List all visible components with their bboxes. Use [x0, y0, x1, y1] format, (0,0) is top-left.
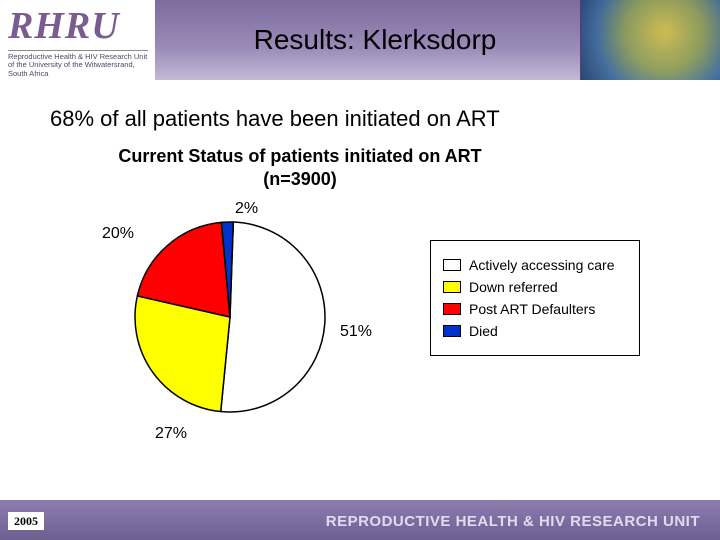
legend-label-0: Actively accessing care [469, 257, 615, 273]
chart-title-line2: (n=3900) [263, 169, 337, 189]
pie-wrap [130, 217, 330, 417]
legend-row-2: Post ART Defaulters [443, 301, 627, 317]
banner-map-art [580, 0, 720, 80]
slice-label-2: 20% [102, 225, 134, 243]
legend-swatch-0 [443, 259, 461, 271]
title-wrap: Results: Klerksdorp [160, 0, 590, 80]
legend-label-2: Post ART Defaulters [469, 301, 595, 317]
footer-org-name: REPRODUCTIVE HEALTH & HIV RESEARCH UNIT [326, 513, 700, 530]
logo-divider [8, 50, 148, 51]
slice-label-0: 51% [340, 323, 372, 341]
footer: 2005 REPRODUCTIVE HEALTH & HIV RESEARCH … [0, 500, 720, 540]
slice-label-3: 2% [235, 200, 258, 218]
legend-label-1: Down referred [469, 279, 558, 295]
legend-row-0: Actively accessing care [443, 257, 627, 273]
legend-swatch-3 [443, 325, 461, 337]
slice-label-1: 27% [155, 425, 187, 443]
body-text: 68% of all patients have been initiated … [50, 106, 500, 132]
legend-swatch-2 [443, 303, 461, 315]
chart-title-line1: Current Status of patients initiated on … [118, 146, 481, 166]
header-banner: RHRU Reproductive Health & HIV Research … [0, 0, 720, 80]
logo-text: RHRU [0, 0, 155, 48]
legend: Actively accessing care Down referred Post… [430, 240, 640, 356]
legend-label-3: Died [469, 323, 498, 339]
footer-year: 2005 [8, 512, 44, 530]
chart-title: Current Status of patients initiated on … [60, 145, 540, 190]
pie-slice-0 [221, 222, 325, 412]
chart-area: Current Status of patients initiated on … [60, 145, 660, 465]
logo-box: RHRU Reproductive Health & HIV Research … [0, 0, 155, 80]
legend-swatch-1 [443, 281, 461, 293]
legend-row-3: Died [443, 323, 627, 339]
page-title: Results: Klerksdorp [254, 24, 497, 56]
footer-year-wrap: 2005 [8, 512, 44, 530]
logo-subtitle-2: of the University of the Witwatersrand, … [0, 61, 155, 78]
pie-chart [130, 217, 330, 417]
slide: RHRU Reproductive Health & HIV Research … [0, 0, 720, 540]
legend-row-1: Down referred [443, 279, 627, 295]
